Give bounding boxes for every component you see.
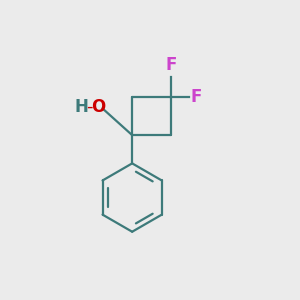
Text: H: H bbox=[75, 98, 88, 116]
Text: -: - bbox=[86, 98, 93, 116]
Text: F: F bbox=[190, 88, 202, 106]
Text: O: O bbox=[91, 98, 105, 116]
Text: F: F bbox=[165, 56, 176, 74]
